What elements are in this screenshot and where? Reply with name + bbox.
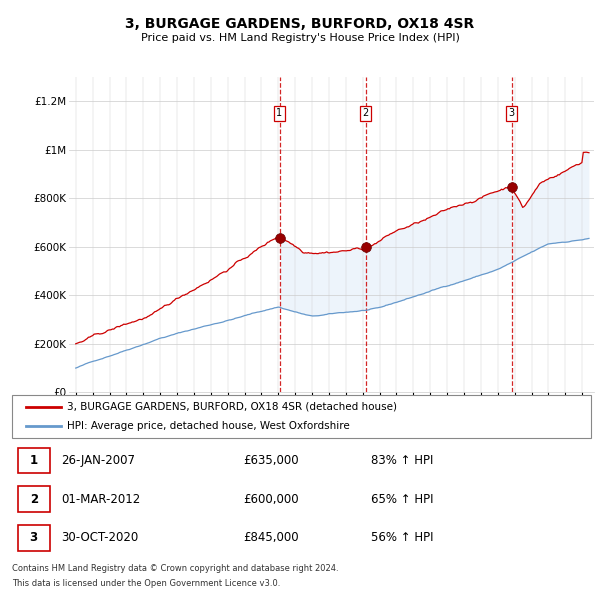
Text: 2: 2	[362, 108, 369, 118]
FancyBboxPatch shape	[18, 448, 50, 473]
Text: 26-JAN-2007: 26-JAN-2007	[61, 454, 135, 467]
Text: 1: 1	[29, 454, 38, 467]
Text: 3, BURGAGE GARDENS, BURFORD, OX18 4SR: 3, BURGAGE GARDENS, BURFORD, OX18 4SR	[125, 17, 475, 31]
Text: HPI: Average price, detached house, West Oxfordshire: HPI: Average price, detached house, West…	[67, 421, 350, 431]
Text: 1: 1	[277, 108, 283, 118]
Text: 3: 3	[509, 108, 515, 118]
Text: This data is licensed under the Open Government Licence v3.0.: This data is licensed under the Open Gov…	[12, 579, 280, 588]
Text: Contains HM Land Registry data © Crown copyright and database right 2024.: Contains HM Land Registry data © Crown c…	[12, 564, 338, 573]
Text: £845,000: £845,000	[244, 531, 299, 544]
FancyBboxPatch shape	[18, 525, 50, 550]
Text: 3, BURGAGE GARDENS, BURFORD, OX18 4SR (detached house): 3, BURGAGE GARDENS, BURFORD, OX18 4SR (d…	[67, 402, 397, 412]
FancyBboxPatch shape	[18, 486, 50, 512]
FancyBboxPatch shape	[12, 395, 591, 438]
Text: 65% ↑ HPI: 65% ↑ HPI	[371, 493, 433, 506]
Text: 2: 2	[29, 493, 38, 506]
Text: Price paid vs. HM Land Registry's House Price Index (HPI): Price paid vs. HM Land Registry's House …	[140, 33, 460, 43]
Text: £600,000: £600,000	[244, 493, 299, 506]
Text: £635,000: £635,000	[244, 454, 299, 467]
Text: 83% ↑ HPI: 83% ↑ HPI	[371, 454, 433, 467]
Text: 01-MAR-2012: 01-MAR-2012	[61, 493, 140, 506]
Text: 3: 3	[29, 531, 38, 544]
Text: 56% ↑ HPI: 56% ↑ HPI	[371, 531, 433, 544]
Text: 30-OCT-2020: 30-OCT-2020	[61, 531, 139, 544]
